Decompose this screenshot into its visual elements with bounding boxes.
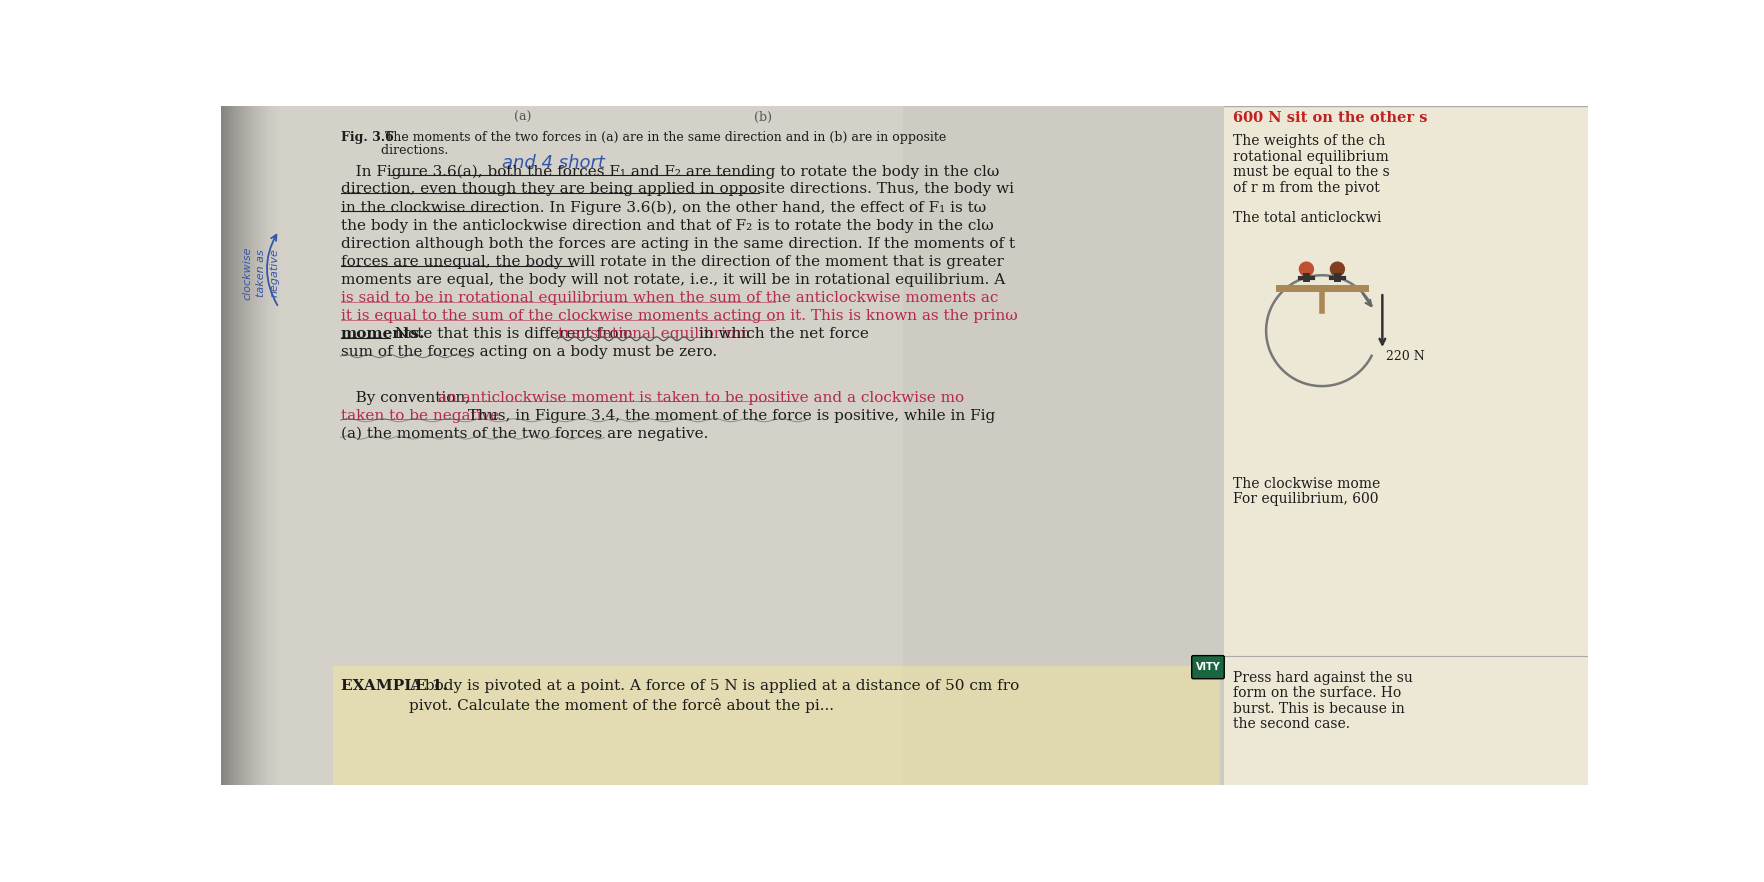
Text: direction although both the forces are acting in the same direction. If the mome: direction although both the forces are a… (340, 236, 1014, 250)
Circle shape (1298, 262, 1312, 276)
Text: (b): (b) (753, 111, 771, 124)
Bar (333, 666, 1219, 785)
Text: is said to be in rotational equilibrium when the sum of the anticlockwise moment: is said to be in rotational equilibrium … (340, 291, 998, 305)
Text: the second case.: the second case. (1231, 717, 1349, 731)
FancyBboxPatch shape (1191, 655, 1224, 679)
Text: A body is pivoted at a point. A force of 5 N is applied at a distance of 50 cm f: A body is pivoted at a point. A force of… (409, 679, 1018, 693)
Text: 220 N: 220 N (1385, 350, 1424, 363)
Text: Thus, in Figure 3.4, the moment of the force is positive, while in Fig: Thus, in Figure 3.4, the moment of the f… (462, 408, 995, 422)
Text: 600 N sit on the other s: 600 N sit on the other s (1231, 111, 1427, 125)
Text: Fig. 3.6: Fig. 3.6 (340, 131, 393, 145)
Text: In Figure 3.6(a), both the forces F₁ and F₂ are tending to rotate the body in th: In Figure 3.6(a), both the forces F₁ and… (340, 164, 998, 179)
Text: taken to be negative: taken to be negative (340, 408, 499, 422)
Text: moments are equal, the body will not rotate, i.e., it will be in rotational equi: moments are equal, the body will not rot… (340, 273, 1004, 287)
Text: The total anticlockwi: The total anticlockwi (1231, 212, 1381, 225)
Text: VITY: VITY (1194, 662, 1219, 672)
Text: EXAMPLE 1.: EXAMPLE 1. (340, 679, 448, 693)
Text: must be equal to the s: must be equal to the s (1231, 165, 1388, 179)
Text: The weights of the ch: The weights of the ch (1231, 134, 1385, 148)
Text: in the clockwise direction. In Figure 3.6(b), on the other hand, the effect of F: in the clockwise direction. In Figure 3.… (340, 200, 986, 215)
Circle shape (1330, 262, 1344, 276)
Text: By convention,: By convention, (340, 391, 469, 405)
Text: of r m from the pivot: of r m from the pivot (1231, 181, 1379, 195)
Text: For equilibrium, 600: For equilibrium, 600 (1231, 492, 1378, 506)
Text: The clockwise mome: The clockwise mome (1231, 477, 1379, 491)
Text: Note that this is different from: Note that this is different from (390, 327, 637, 341)
Text: pivot. Calculate the moment of the forcê about the pi...: pivot. Calculate the moment of the forcê… (409, 698, 833, 713)
Text: The moments of the two forces in (a) are in the same direction and in (b) are in: The moments of the two forces in (a) are… (377, 131, 946, 145)
Bar (1224, 106, 1588, 785)
Text: (a) the moments of the two forces are negative.: (a) the moments of the two forces are ne… (340, 427, 707, 441)
Text: clockwise
taken as
negative: clockwise taken as negative (243, 246, 279, 300)
Text: (a): (a) (513, 111, 531, 124)
Text: forces are unequal, the body will rotate in the direction of the moment that is : forces are unequal, the body will rotate… (340, 255, 1004, 269)
Text: in which the net force: in which the net force (693, 327, 868, 341)
Text: it is equal to the sum of the clockwise moments acting on it. This is known as t: it is equal to the sum of the clockwise … (340, 309, 1016, 323)
Text: and 4 short: and 4 short (503, 153, 605, 172)
Bar (901, 106, 1228, 785)
Text: an anticlockwise moment is taken to be positive and a clockwise mo: an anticlockwise moment is taken to be p… (437, 391, 963, 405)
Text: form on the surface. Ho: form on the surface. Ho (1231, 686, 1401, 700)
Text: Press hard against the su: Press hard against the su (1231, 671, 1411, 685)
Text: sum of the forces acting on a body must be zero.: sum of the forces acting on a body must … (340, 346, 716, 359)
Text: moments.: moments. (340, 327, 425, 341)
Text: the body in the anticlockwise direction and that of F₂ is to rotate the body in : the body in the anticlockwise direction … (340, 219, 993, 233)
Text: translational equilibrium: translational equilibrium (557, 327, 750, 341)
Text: rotational equilibrium: rotational equilibrium (1231, 150, 1388, 164)
Text: directions.: directions. (340, 144, 448, 157)
Text: burst. This is because in: burst. This is because in (1231, 702, 1404, 716)
Text: direction, even though they are being applied in opposite directions. Thus, the : direction, even though they are being ap… (340, 183, 1013, 197)
